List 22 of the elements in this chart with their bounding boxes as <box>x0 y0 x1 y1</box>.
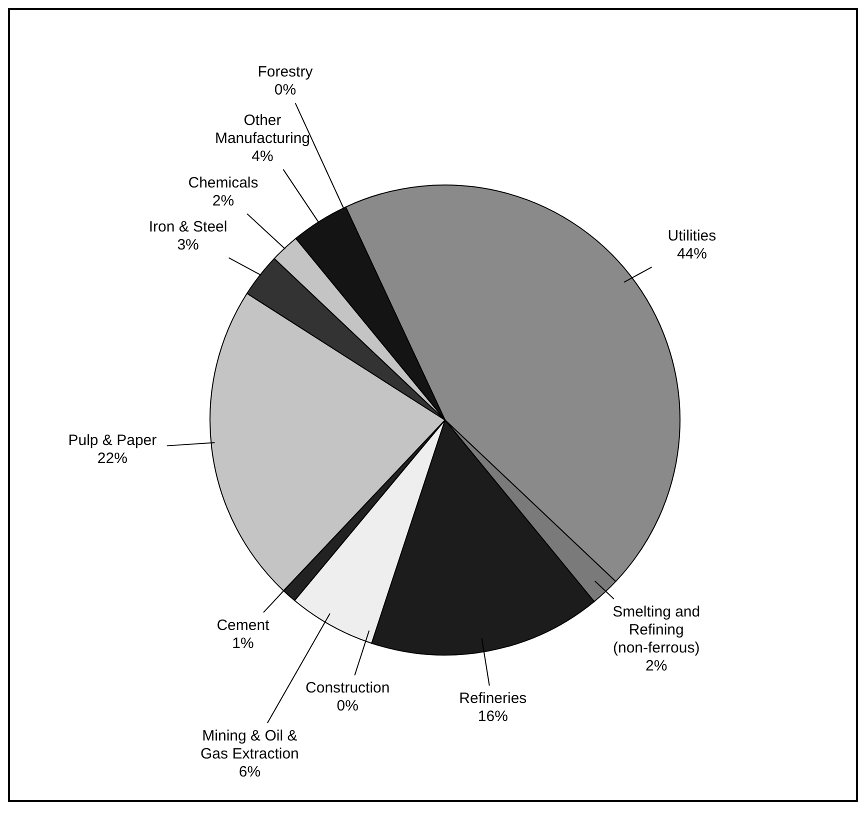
text: 0% <box>336 698 358 715</box>
text: 0% <box>274 82 296 99</box>
data-label: 6% <box>238 764 261 781</box>
data-label: 4% <box>252 148 274 165</box>
slice-label: Refineries <box>459 690 527 708</box>
slice-label: Utilities <box>668 228 716 245</box>
data-label: 3% <box>177 236 199 254</box>
data-label: 2% <box>646 658 668 675</box>
data-label: 22% <box>97 450 128 467</box>
data-label: 16% <box>478 708 508 726</box>
slice-label: Iron & Steel <box>148 218 228 236</box>
category-label: Construction <box>306 680 390 697</box>
slice-label: Pulp & Paper <box>68 432 157 449</box>
slice-label: Other Manufacturing <box>214 112 310 147</box>
slice-label: Chemicals <box>188 174 258 192</box>
slice-label: Mining & Oil & Gas Extraction <box>200 728 299 763</box>
slice-label: Cement <box>216 616 270 634</box>
data-label: 1% <box>232 634 254 652</box>
data-label: 44% <box>676 246 707 263</box>
data-label: 2% <box>212 192 234 210</box>
slice-label: Smelting and Refining (non-ferrous) <box>612 604 700 657</box>
category-label: Forestry <box>258 64 313 81</box>
